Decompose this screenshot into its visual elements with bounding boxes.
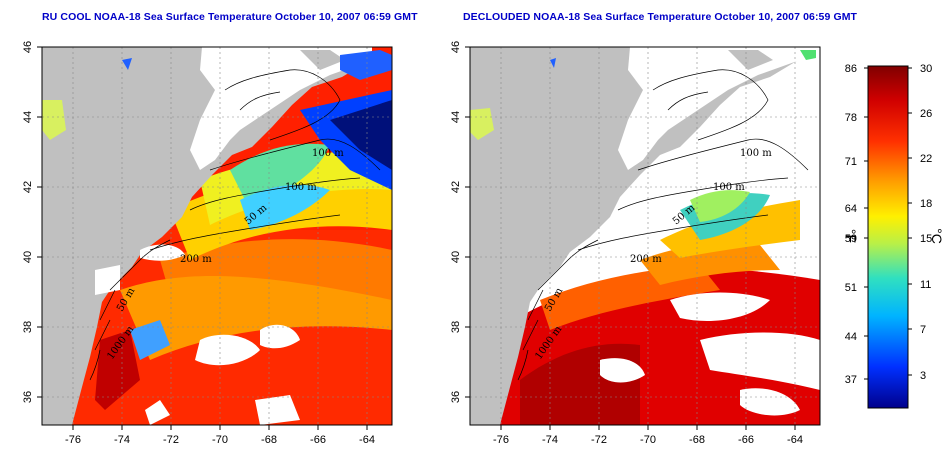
- colorbar-f-tick: 51: [845, 282, 857, 294]
- lat-tick-label: 44: [450, 111, 462, 123]
- colorbar-c-tick: 7: [920, 324, 926, 336]
- lon-tick-label: -72: [591, 434, 607, 446]
- lon-tick-label: -68: [689, 434, 705, 446]
- colorbar-c-tick: 22: [920, 153, 932, 165]
- lat-tick-label: 40: [22, 251, 34, 263]
- lon-tick-label: -72: [163, 434, 179, 446]
- contour-label-100m-a: 100 m: [740, 148, 772, 159]
- lon-tick-label: -66: [310, 434, 326, 446]
- right-map: [470, 47, 820, 425]
- right-lon-axis: -76 -74 -72 -70 -68 -66 -64: [493, 425, 803, 446]
- left-map-frame: [41, 46, 393, 426]
- lat-tick-label: 36: [450, 391, 462, 403]
- lon-tick-label: -64: [787, 434, 803, 446]
- contour-label-200m: 200 m: [180, 254, 212, 265]
- colorbar-gradient: [867, 65, 909, 409]
- lon-tick-label: -76: [493, 434, 509, 446]
- colorbar-c-tick: 3: [920, 370, 926, 382]
- colorbar-f-tick: 71: [845, 156, 857, 168]
- lon-tick-label: -68: [261, 434, 277, 446]
- colorbar-f-tick: 44: [845, 331, 857, 343]
- lon-tick-label: -70: [640, 434, 656, 446]
- colorbar-f-tick: 86: [845, 63, 857, 75]
- lat-tick-label: 38: [450, 321, 462, 333]
- right-panel-title: DECLOUDED NOAA-18 Sea Surface Temperatur…: [463, 11, 858, 23]
- colorbar-c-tick: 15: [920, 233, 932, 245]
- colorbar: 86 78 71 64 59 51 44 37 30 26 22 18 15 1…: [843, 63, 945, 409]
- lon-tick-label: -76: [65, 434, 81, 446]
- left-lat-axis: 46 44 42 40 38 36: [22, 41, 42, 403]
- lat-tick-label: 40: [450, 251, 462, 263]
- contour-label-100m-a: 100 m: [312, 148, 344, 159]
- colorbar-c-tick: 30: [920, 63, 932, 75]
- contour-label-200m: 200 m: [630, 254, 662, 265]
- lat-tick-label: 46: [22, 41, 34, 53]
- right-lat-axis: 46 44 42 40 38 36: [450, 41, 470, 403]
- colorbar-celsius-unit: °C: [929, 228, 945, 244]
- lat-tick-label: 36: [22, 391, 34, 403]
- left-panel-title: RU COOL NOAA-18 Sea Surface Temperature …: [42, 11, 418, 23]
- colorbar-fahrenheit-unit: °F: [843, 229, 859, 243]
- lon-tick-label: -64: [359, 434, 375, 446]
- lat-tick-label: 42: [450, 181, 462, 193]
- lat-tick-label: 38: [22, 321, 34, 333]
- lat-tick-label: 42: [22, 181, 34, 193]
- colorbar-f-tick: 78: [845, 112, 857, 124]
- lat-tick-label: 44: [22, 111, 34, 123]
- colorbar-c-tick: 11: [920, 279, 931, 291]
- lon-tick-label: -74: [542, 434, 558, 446]
- colorbar-f-tick: 64: [845, 203, 857, 215]
- contour-label-100m-b: 100 m: [713, 182, 745, 193]
- lon-tick-label: -70: [212, 434, 228, 446]
- lon-tick-label: -66: [738, 434, 754, 446]
- contour-label-100m-b: 100 m: [285, 182, 317, 193]
- left-map: [42, 47, 392, 425]
- lat-tick-label: 46: [450, 41, 462, 53]
- left-lon-axis: -76 -74 -72 -70 -68 -66 -64: [65, 425, 375, 446]
- right-map-frame: [469, 46, 821, 426]
- colorbar-f-tick: 59: [845, 233, 857, 245]
- colorbar-c-tick: 26: [920, 108, 932, 120]
- colorbar-f-tick: 37: [845, 374, 857, 386]
- colorbar-c-tick: 18: [920, 198, 932, 210]
- lon-tick-label: -74: [114, 434, 130, 446]
